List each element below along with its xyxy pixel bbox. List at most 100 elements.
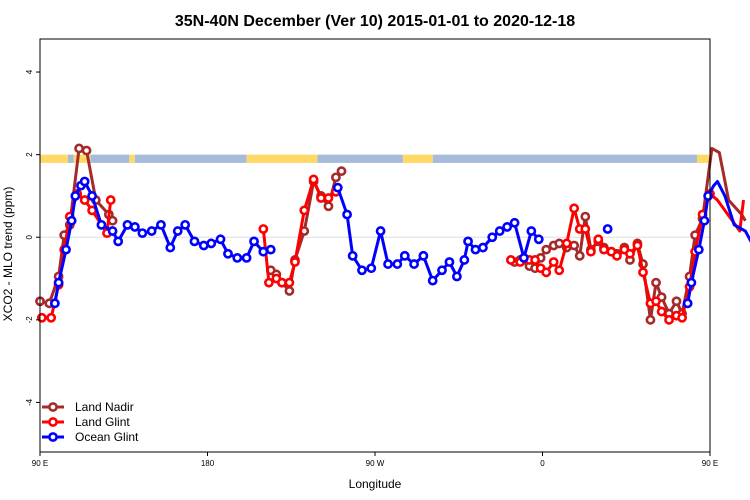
data-point: [703, 191, 714, 201]
data-point: [347, 250, 358, 261]
strip-land-segment: [73, 154, 91, 163]
data-point: [580, 224, 591, 234]
data-point: [548, 257, 559, 267]
data-point: [569, 240, 580, 251]
data-point: [79, 195, 90, 205]
y-axis-label: XCO2 - MLO trend (ppm): [1, 187, 15, 322]
data-point: [651, 296, 661, 307]
x-axis-ticks: 90 E 180 90 W 0 90 E: [32, 452, 718, 468]
data-point: [554, 238, 565, 249]
data-point: [602, 224, 613, 234]
legend-marker: [48, 417, 58, 427]
data-point: [258, 224, 269, 234]
legend-marker: [48, 432, 58, 442]
data-point: [223, 248, 233, 259]
strip-land-segment: [246, 154, 318, 163]
data-point: [66, 215, 77, 226]
data-point: [677, 312, 687, 323]
data-point: [530, 255, 540, 265]
data-point: [437, 265, 447, 276]
chart-title: 35N-40N December (Ver 10) 2015-01-01 to …: [175, 13, 575, 30]
series-layer: [35, 143, 750, 325]
data-point: [392, 259, 403, 269]
strip-ocean-segment: [90, 154, 130, 163]
data-point: [533, 234, 544, 245]
x-tick-label: 180: [201, 459, 215, 468]
data-point: [232, 252, 243, 263]
data-point: [342, 209, 352, 220]
data-point: [638, 267, 648, 278]
data-point: [156, 219, 166, 230]
data-point: [107, 226, 118, 236]
data-point: [664, 314, 674, 325]
data-point: [375, 226, 386, 236]
data-point: [198, 240, 209, 251]
data-point: [172, 226, 183, 236]
data-point: [645, 314, 656, 325]
land-ocean-strip: [40, 154, 710, 163]
x-axis-label: Longitude: [349, 477, 402, 491]
data-point: [130, 222, 140, 232]
data-point: [478, 242, 488, 253]
data-point: [671, 296, 682, 307]
y-axis-ticks: -4 -2 0 2 4: [25, 69, 40, 406]
data-point: [70, 191, 81, 201]
data-point: [699, 215, 710, 226]
data-point: [74, 143, 84, 154]
data-point: [599, 244, 609, 255]
data-point: [518, 252, 529, 263]
strip-ocean-segment: [67, 154, 74, 163]
data-point: [561, 238, 572, 249]
series-line: [686, 179, 750, 304]
data-point: [165, 242, 176, 253]
data-point: [284, 286, 295, 296]
data-point: [61, 244, 71, 255]
data-point: [277, 277, 287, 288]
data-point: [399, 250, 410, 261]
data-point: [206, 238, 217, 249]
data-point: [470, 244, 481, 255]
data-point: [323, 201, 334, 212]
data-point: [284, 277, 295, 288]
data-point: [79, 176, 90, 187]
data-point: [593, 234, 604, 245]
data-point: [96, 219, 107, 230]
data-point: [487, 232, 498, 243]
x-tick-label: 90 W: [366, 459, 385, 468]
legend-marker: [48, 402, 58, 412]
data-point: [632, 240, 643, 251]
y-tick-label: -4: [25, 398, 34, 406]
data-point: [585, 246, 596, 257]
data-point: [336, 166, 347, 177]
data-point: [580, 211, 591, 222]
data-point: [290, 257, 300, 267]
data-point: [612, 250, 622, 261]
data-point: [418, 250, 429, 261]
data-point: [526, 226, 537, 236]
data-point: [46, 312, 57, 323]
data-point: [451, 271, 462, 282]
data-point: [49, 298, 60, 309]
data-point: [541, 267, 552, 278]
data-point: [189, 236, 200, 247]
x-tick-label: 90 E: [702, 459, 718, 468]
data-point: [569, 203, 580, 214]
data-point: [215, 234, 226, 245]
data-point: [331, 172, 341, 183]
data-point: [409, 259, 419, 269]
data-point: [105, 195, 116, 205]
data-point: [463, 236, 473, 247]
y-tick-label: -2: [25, 316, 34, 324]
strip-ocean-segment: [317, 154, 403, 163]
data-point: [444, 257, 455, 267]
data-point: [625, 248, 635, 259]
x-tick-label: 90 E: [32, 459, 48, 468]
data-point: [308, 174, 319, 185]
data-point: [574, 250, 585, 261]
data-point: [686, 277, 697, 288]
strip-land-segment: [696, 154, 710, 163]
legend-label: Land Nadir: [75, 400, 134, 414]
data-point: [265, 244, 276, 255]
